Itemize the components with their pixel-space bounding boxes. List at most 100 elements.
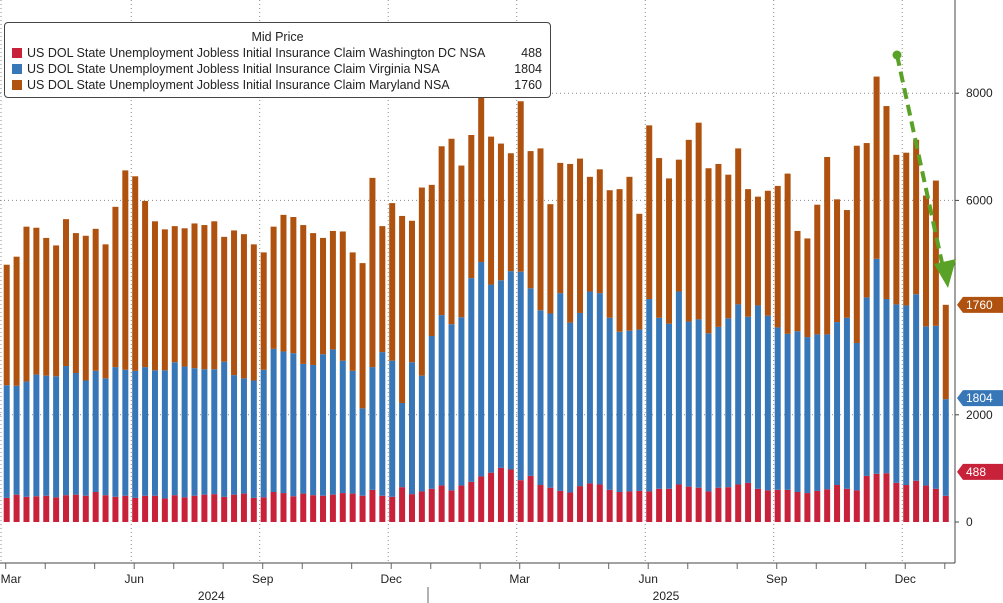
bar-segment-virginia — [448, 324, 455, 491]
bar-segment-washington-dc — [280, 493, 287, 522]
bar-segment-washington-dc — [240, 493, 247, 522]
bar-segment-washington-dc — [310, 495, 317, 522]
bar-segment-washington-dc — [527, 475, 534, 522]
bar-segment-washington-dc — [142, 495, 149, 522]
bar-segment-maryland — [72, 233, 79, 373]
badge-maryland: 1760 — [957, 296, 1003, 313]
bar-segment-washington-dc — [339, 493, 346, 522]
y-tick-label: 6000 — [966, 193, 993, 207]
bar-segment-washington-dc — [201, 494, 208, 522]
bar-segment-virginia — [201, 369, 208, 495]
bar-segment-washington-dc — [893, 482, 900, 522]
legend-value: 488 — [521, 46, 542, 60]
bar-segment-virginia — [72, 372, 79, 495]
bar-segment-maryland — [646, 125, 653, 300]
bar-segment-virginia — [63, 366, 70, 496]
bar-segment-washington-dc — [488, 472, 495, 522]
bar-segment-maryland — [843, 210, 850, 318]
bar-segment-maryland — [626, 176, 633, 331]
bar-segment-washington-dc — [72, 494, 79, 522]
bar-segment-maryland — [903, 152, 910, 306]
badge-virginia: 1804 — [957, 390, 1003, 407]
bar-segment-maryland — [923, 195, 930, 327]
bar-segment-virginia — [300, 363, 307, 494]
legend-value: 1760 — [514, 78, 542, 92]
bar-segment-maryland — [23, 226, 30, 382]
bar-segment-maryland — [82, 235, 89, 381]
bar-segment-virginia — [527, 288, 534, 476]
bar-segment-virginia — [784, 333, 791, 490]
bar-segment-maryland — [132, 176, 139, 371]
bar-segment-virginia — [408, 362, 415, 495]
bar-segment-washington-dc — [754, 488, 761, 522]
bar-segment-washington-dc — [231, 494, 238, 522]
bar-segment-virginia — [151, 370, 158, 496]
bar-segment-virginia — [13, 385, 20, 495]
bar-segment-washington-dc — [151, 495, 158, 522]
bar-segment-maryland — [240, 234, 247, 379]
bar-segment-virginia — [231, 375, 238, 495]
bar-segment-washington-dc — [824, 489, 831, 522]
bar-segment-virginia — [399, 403, 406, 488]
bar-segment-maryland — [488, 136, 495, 285]
bar-segment-virginia — [863, 297, 870, 476]
bar-segment-washington-dc — [53, 497, 60, 522]
bar-segment-maryland — [142, 200, 149, 368]
bar-segment-maryland — [448, 138, 455, 325]
bar-segment-virginia — [320, 354, 327, 496]
bar-segment-virginia — [142, 367, 149, 496]
bar-segment-washington-dc — [171, 495, 178, 522]
bar-segment-maryland — [418, 187, 425, 376]
bar-segment-virginia — [290, 353, 297, 497]
legend-label: US DOL State Unemployment Jobless Initia… — [27, 62, 440, 76]
bar-segment-washington-dc — [448, 490, 455, 522]
bar-segment-maryland — [221, 236, 228, 362]
bar-segment-washington-dc — [942, 495, 949, 522]
bar-segment-virginia — [359, 408, 366, 496]
bar-segment-maryland — [63, 219, 70, 367]
bar-segment-maryland — [379, 226, 386, 353]
bar-segment-maryland — [112, 206, 119, 368]
bar-segment-virginia — [428, 336, 435, 489]
bar-segment-virginia — [715, 326, 722, 488]
legend-item-washington-dc: US DOL State Unemployment Jobless Initia… — [12, 45, 542, 61]
bar-segment-virginia — [923, 326, 930, 486]
bar-segment-maryland — [863, 143, 870, 298]
bar-segment-washington-dc — [794, 491, 801, 522]
bar-segment-washington-dc — [665, 488, 672, 522]
bar-segment-virginia — [122, 369, 129, 496]
bar-segment-maryland — [557, 162, 564, 294]
bar-segment-maryland — [517, 101, 524, 272]
bar-segment-virginia — [567, 322, 574, 493]
bar-segment-maryland — [33, 227, 40, 375]
bar-segment-virginia — [656, 317, 663, 489]
bar-segment-virginia — [745, 316, 752, 483]
bar-segment-maryland — [122, 170, 129, 370]
bar-segment-maryland — [665, 178, 672, 324]
bar-segment-maryland — [290, 217, 297, 354]
bar-segment-washington-dc — [438, 485, 445, 522]
bar-segment-maryland — [151, 221, 158, 371]
bar-segment-maryland — [369, 177, 376, 368]
bar-segment-maryland — [705, 168, 712, 334]
bar-segment-virginia — [557, 293, 564, 491]
legend-swatch-orange — [12, 80, 22, 90]
badge-label: 1760 — [966, 298, 993, 312]
bar-segment-washington-dc — [537, 485, 544, 522]
bar-segment-maryland — [527, 151, 534, 289]
bar-segment-washington-dc — [695, 487, 702, 522]
bar-segment-maryland — [497, 143, 504, 281]
legend-title: Mid Price — [251, 30, 304, 44]
bar-segment-maryland — [408, 220, 415, 363]
bar-segment-virginia — [586, 291, 593, 484]
bar-segment-virginia — [537, 310, 544, 486]
bar-segment-washington-dc — [102, 495, 109, 522]
bar-segment-maryland — [102, 244, 109, 379]
bar-segment-washington-dc — [300, 493, 307, 522]
x-tick-label: Dec — [895, 572, 916, 586]
bar-segment-maryland — [349, 252, 356, 371]
bar-segment-maryland — [695, 122, 702, 320]
bar-segment-washington-dc — [804, 493, 811, 522]
bar-segment-maryland — [606, 190, 613, 318]
bar-segment-washington-dc — [23, 496, 30, 522]
